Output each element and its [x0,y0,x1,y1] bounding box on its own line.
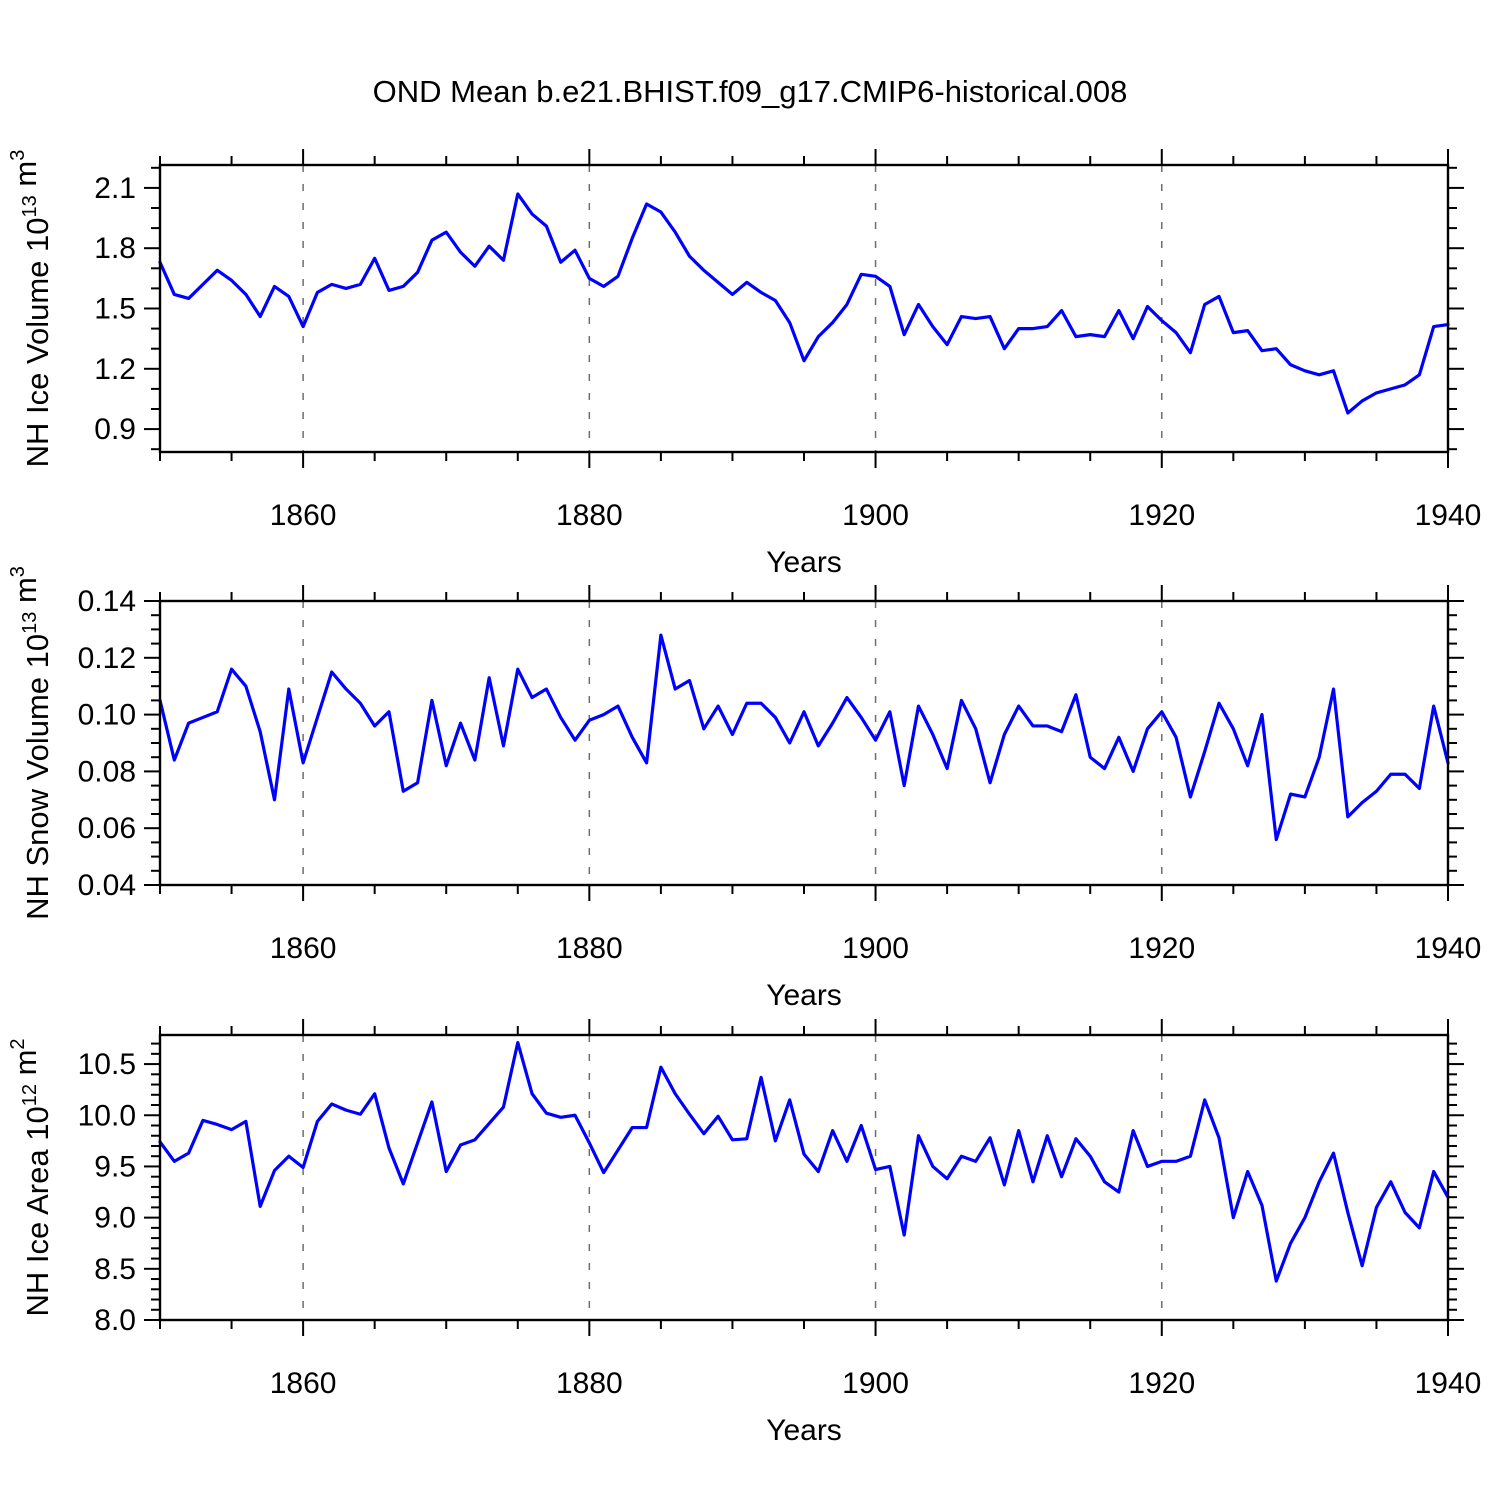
y-axis-title: NH Ice Area 1012 m2 [7,1038,55,1316]
y-tick-label: 0.12 [78,642,136,675]
y-tick-label: 10.0 [78,1099,136,1132]
series-line-nh-snow-volume [158,633,1450,842]
x-tick-label: 1920 [1128,1367,1195,1400]
y-tick-label: 0.9 [94,413,136,446]
y-tick-label: 2.1 [94,172,136,205]
series-line-nh-ice-area [158,1040,1450,1283]
y-tick-label: 10.5 [78,1048,136,1081]
x-axis-title: Years [766,1414,842,1447]
chart-title: OND Mean b.e21.BHIST.f09_g17.CMIP6-histo… [372,74,1128,109]
x-axis-title: Years [766,979,842,1012]
x-tick-label: 1940 [1415,1367,1482,1400]
plot-border [158,599,1450,887]
y-tick-label: 0.04 [78,869,136,902]
y-tick-label: 9.5 [94,1150,136,1183]
x-tick-label: 1940 [1415,499,1482,532]
x-tick-label: 1920 [1128,932,1195,965]
y-tick-label: 1.2 [94,353,136,386]
panel-nh-ice-area: 8.0 8.5 9.0 9.5 10.0 10.5 1860 1880 1900 1920 1940… [7,1019,1481,1447]
x-tick-label: 1940 [1415,932,1482,965]
plot-border [158,163,1450,454]
y-tick-label: 0.14 [78,585,136,618]
x-tick-label: 1900 [842,499,909,532]
y-tick-label: 0.10 [78,699,136,732]
x-tick-label: 1920 [1128,499,1195,532]
series-line-nh-ice-volume [158,192,1450,415]
y-tick-label: 8.0 [94,1304,136,1337]
x-axis-title: Years [766,546,842,579]
x-tick-label: 1860 [270,499,337,532]
y-tick-label: 0.08 [78,755,136,788]
panel-nh-snow-volume: 0.04 0.06 0.08 0.10 0.12 0.14 1860 1880 1900 1920… [7,566,1481,1012]
panel-nh-ice-volume: 0.9 1.2 1.5 1.8 2.1 1860 1880 1900 1920 1940 Years… [7,149,1481,579]
y-tick-label: 9.0 [94,1202,136,1235]
y-axis-title: NH Ice Volume 1013 m3 [7,150,55,468]
x-tick-label: 1860 [270,932,337,965]
x-tick-label: 1860 [270,1367,337,1400]
plot-border [158,1033,1450,1322]
x-tick-label: 1900 [842,1367,909,1400]
x-tick-label: 1880 [556,1367,623,1400]
y-tick-label: 8.5 [94,1253,136,1286]
x-tick-label: 1900 [842,932,909,965]
x-tick-label: 1880 [556,932,623,965]
y-tick-label: 1.8 [94,232,136,265]
x-tick-label: 1880 [556,499,623,532]
y-tick-label: 1.5 [94,293,136,326]
y-tick-label: 0.06 [78,812,136,845]
y-axis-title: NH Snow Volume 1013 m3 [7,566,55,920]
